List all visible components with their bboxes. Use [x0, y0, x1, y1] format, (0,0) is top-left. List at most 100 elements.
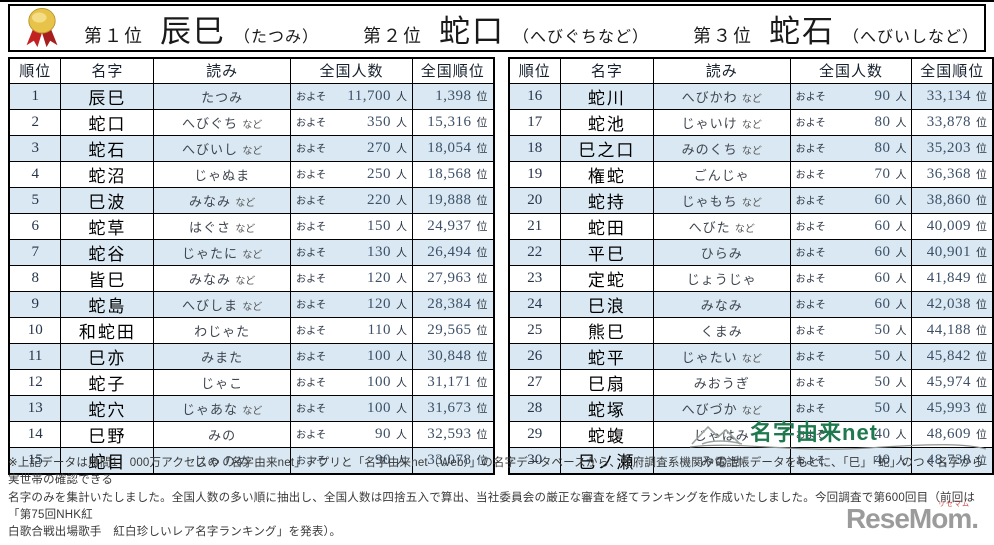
- national-rank-cell: 29,565 位: [412, 316, 494, 344]
- person-unit: 人: [396, 168, 407, 181]
- surname-cell: 和蛇田: [60, 316, 155, 344]
- reading-note: など: [235, 197, 256, 209]
- surname-cell: 辰巳: [60, 82, 155, 110]
- count-value: 60: [874, 295, 891, 312]
- rank-unit: 位: [976, 90, 987, 103]
- table-row: 28 蛇塚 へびづか など およそ 50 人 45,993 位: [508, 394, 994, 422]
- person-unit: 人: [396, 324, 407, 337]
- rank-unit: 位: [976, 324, 987, 337]
- reading-cell: たつみ: [153, 82, 292, 110]
- reading-cell: へびいし など: [153, 134, 292, 162]
- surname-cell: 蛇平: [559, 342, 654, 370]
- reading-note: など: [242, 145, 263, 157]
- top-ranking-banner: 第１位 辰巳 （たつみ） 第２位 蛇口 （へびぐちなど） 第３位 蛇石 （へびい…: [8, 4, 986, 52]
- rank-cell: 27: [508, 368, 561, 396]
- national-rank-value: 40,901: [926, 243, 971, 260]
- table-row: 21 蛇田 へびた など およそ 60 人 40,009 位: [508, 212, 994, 240]
- rank-cell: 3: [8, 134, 62, 162]
- rank-cell: 14: [8, 420, 62, 448]
- col-header-national-rank: 全国順位: [911, 57, 994, 84]
- person-unit: 人: [396, 116, 407, 129]
- surname-cell: 巳亦: [60, 342, 155, 370]
- person-unit: 人: [396, 350, 407, 363]
- count-cell: およそ 80 人: [789, 134, 913, 162]
- table-row: 10 和蛇田 わじゃた およそ 110 人 29,565 位: [8, 316, 494, 344]
- count-value: 110: [367, 321, 391, 338]
- reading-note: など: [242, 405, 263, 417]
- reading-note: など: [242, 301, 263, 313]
- reading-cell: へびしま など: [153, 290, 292, 318]
- surname-cell: 巳扇: [559, 368, 654, 396]
- table-row: 7 蛇谷 じゃたに など およそ 130 人 26,494 位: [8, 238, 494, 266]
- approx-label: およそ: [795, 195, 826, 207]
- approx-label: およそ: [795, 169, 826, 181]
- count-cell: およそ 70 人: [789, 160, 913, 188]
- rank-cell: 24: [508, 290, 561, 318]
- person-unit: 人: [895, 298, 907, 311]
- national-rank-cell: 32,593 位: [412, 420, 494, 448]
- surname-cell: 蛇池: [559, 108, 654, 136]
- count-value: 50: [874, 373, 891, 390]
- count-value: 60: [874, 269, 891, 286]
- person-unit: 人: [396, 402, 407, 415]
- approx-label: およそ: [296, 403, 327, 415]
- national-rank-cell: 45,993 位: [911, 394, 994, 422]
- surname-cell: 蛇口: [60, 108, 155, 136]
- approx-label: およそ: [296, 221, 327, 233]
- col-header-rank: 順位: [508, 57, 561, 84]
- reading-note: など: [741, 353, 762, 365]
- count-value: 50: [874, 399, 891, 416]
- table-row: 8 皆巳 みなみ など およそ 120 人 27,963 位: [8, 264, 494, 292]
- rank-unit: 位: [976, 142, 987, 155]
- rank-cell: 26: [508, 342, 561, 370]
- rank-cell: 15: [8, 446, 62, 474]
- count-value: 60: [874, 191, 891, 208]
- table-row: 15 蛇目 じゃのめ およそ 90 人 33,078 位: [8, 446, 494, 474]
- rank-cell: 12: [8, 368, 62, 396]
- reading-note: など: [741, 93, 762, 105]
- col-header-surname: 名字: [559, 57, 654, 84]
- table-row: 18 巳之口 みのくち など およそ 80 人 35,203 位: [508, 134, 994, 162]
- count-value: 90: [375, 425, 391, 442]
- reading-note: など: [741, 145, 762, 157]
- approx-label: およそ: [795, 91, 826, 103]
- reading-cell: わじゃた: [153, 316, 292, 344]
- surname-cell: 皆巳: [60, 264, 155, 292]
- approx-label: およそ: [795, 221, 826, 233]
- reading-cell: みなみ など: [153, 264, 292, 292]
- approx-label: およそ: [795, 247, 826, 259]
- rank-unit: 位: [476, 350, 488, 363]
- approx-label: およそ: [795, 403, 826, 415]
- approx-label: およそ: [795, 429, 826, 441]
- resemom-logo: リセマム ReseMom.: [846, 501, 979, 535]
- count-cell: およそ 130 人: [290, 238, 413, 266]
- rank-cell: 23: [508, 264, 561, 292]
- national-rank-cell: 18,568 位: [412, 160, 494, 188]
- col-header-rank: 順位: [8, 57, 62, 84]
- reading-note: など: [235, 275, 256, 287]
- approx-label: およそ: [296, 429, 327, 441]
- surname-cell: 定蛇: [559, 264, 654, 292]
- national-rank-value: 38,860: [926, 191, 971, 208]
- approx-label: およそ: [795, 325, 826, 337]
- approx-label: およそ: [795, 273, 826, 285]
- count-cell: およそ 90 人: [789, 82, 913, 110]
- table-row: 27 巳扇 みおうぎ およそ 50 人 45,974 位: [508, 368, 994, 396]
- rank-3-name: 蛇石: [769, 13, 836, 49]
- rank-cell: 8: [8, 264, 62, 292]
- national-rank-cell: 41,849 位: [911, 264, 994, 292]
- rank-cell: 18: [508, 134, 561, 162]
- national-rank-cell: 31,171 位: [412, 368, 494, 396]
- rank-unit: 位: [476, 220, 488, 233]
- ranking-table-left: 順位 名字 読み 全国人数 全国順位 1 辰巳 たつみ およそ 11,700 人 1,398…: [8, 57, 495, 475]
- rank-unit: 位: [976, 376, 987, 389]
- count-value: 60: [874, 243, 891, 260]
- rank-unit: 位: [476, 428, 488, 441]
- approx-label: およそ: [296, 299, 327, 311]
- rank-2-name: 蛇口: [439, 13, 506, 49]
- surname-cell: 蛇石: [60, 134, 155, 162]
- rank-3-label: 第３位: [693, 25, 754, 46]
- approx-label: およそ: [296, 455, 327, 467]
- reading-cell: みまた: [153, 342, 292, 370]
- col-header-reading: 読み: [652, 57, 791, 84]
